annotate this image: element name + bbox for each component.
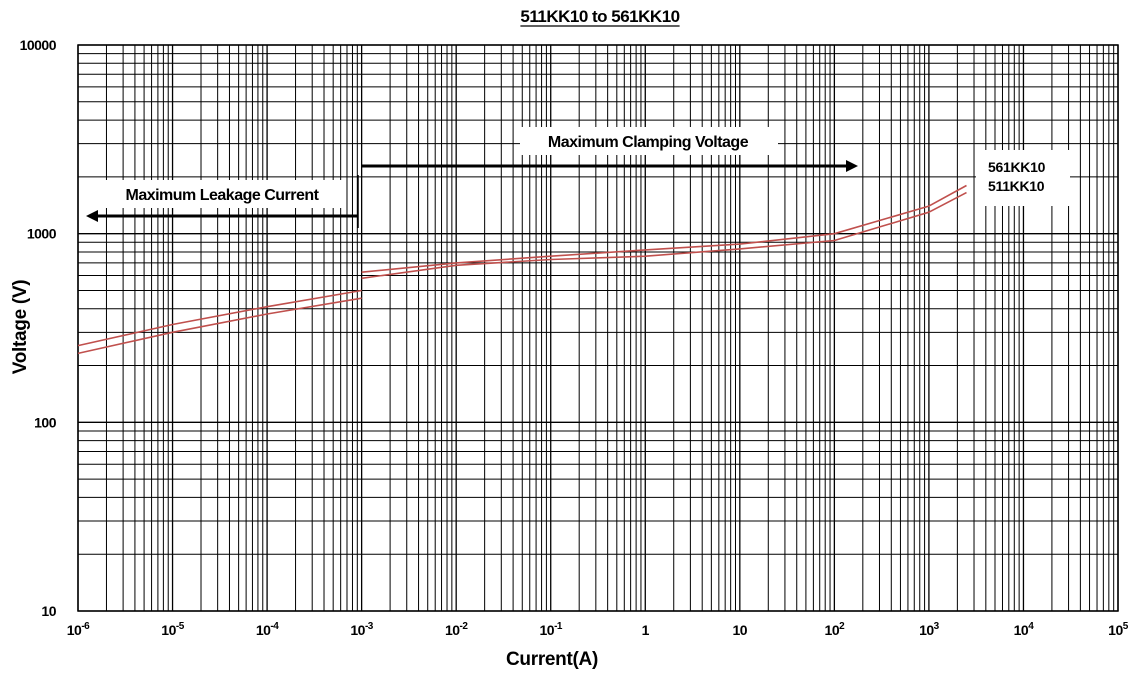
clamping-label-background: [520, 127, 778, 155]
x-tick-label: 10-5: [161, 621, 184, 638]
leakage-current-label: Maximum Leakage Current: [125, 187, 319, 204]
y-axis-title: Voltage (V): [10, 280, 31, 375]
clamping-voltage-label: Maximum Clamping Voltage: [548, 134, 749, 151]
series-line-511KK10-segment-1: [77, 297, 362, 355]
series-line-561KK10-segment-2: [361, 184, 967, 273]
chart-title: 511KK10 to 561KK10: [520, 7, 679, 26]
legend-label-511KK10: 511KK10: [988, 178, 1045, 194]
x-tick-label: 103: [919, 621, 940, 638]
plot-frame: [77, 44, 1119, 612]
x-tick-label: 10-6: [67, 621, 90, 638]
x-tick-label: 105: [1108, 621, 1129, 638]
leakage-label-background: [100, 180, 342, 208]
x-tick-label: 1: [642, 622, 650, 638]
x-tick-label: 10-2: [445, 621, 468, 638]
legend-label-561KK10: 561KK10: [988, 159, 1046, 175]
y-tick-label: 1000: [27, 226, 57, 242]
grid: [77, 44, 1119, 612]
y-tick-label: 10: [41, 603, 56, 619]
x-tick-label: 104: [1014, 621, 1035, 638]
y-tick-label: 10000: [20, 37, 57, 53]
legend-background: [976, 150, 1070, 206]
leakage-arrow-head: [86, 210, 98, 222]
x-tick-label: 102: [825, 621, 846, 638]
label-backgrounds: [100, 127, 1070, 208]
annotations: Maximum Leakage Current Maximum Clamping …: [86, 134, 1046, 228]
y-tick-label: 100: [34, 414, 57, 430]
series-line-561KK10-segment-1: [77, 289, 362, 347]
clamping-arrow-head: [846, 160, 858, 172]
x-tick-label: 10-1: [539, 621, 562, 638]
x-tick-label: 10-3: [350, 621, 373, 638]
curves: [77, 184, 967, 355]
x-tick-label: 10: [733, 622, 748, 638]
series-line-511KK10-segment-2: [361, 191, 967, 280]
tick-labels: 10-6 10-5 10-4 10-3 10-2 10-1 1 10 102 103 104 1051…: [20, 37, 1130, 638]
x-axis-title: Current(A): [506, 649, 598, 670]
x-tick-label: 10-4: [256, 621, 279, 638]
